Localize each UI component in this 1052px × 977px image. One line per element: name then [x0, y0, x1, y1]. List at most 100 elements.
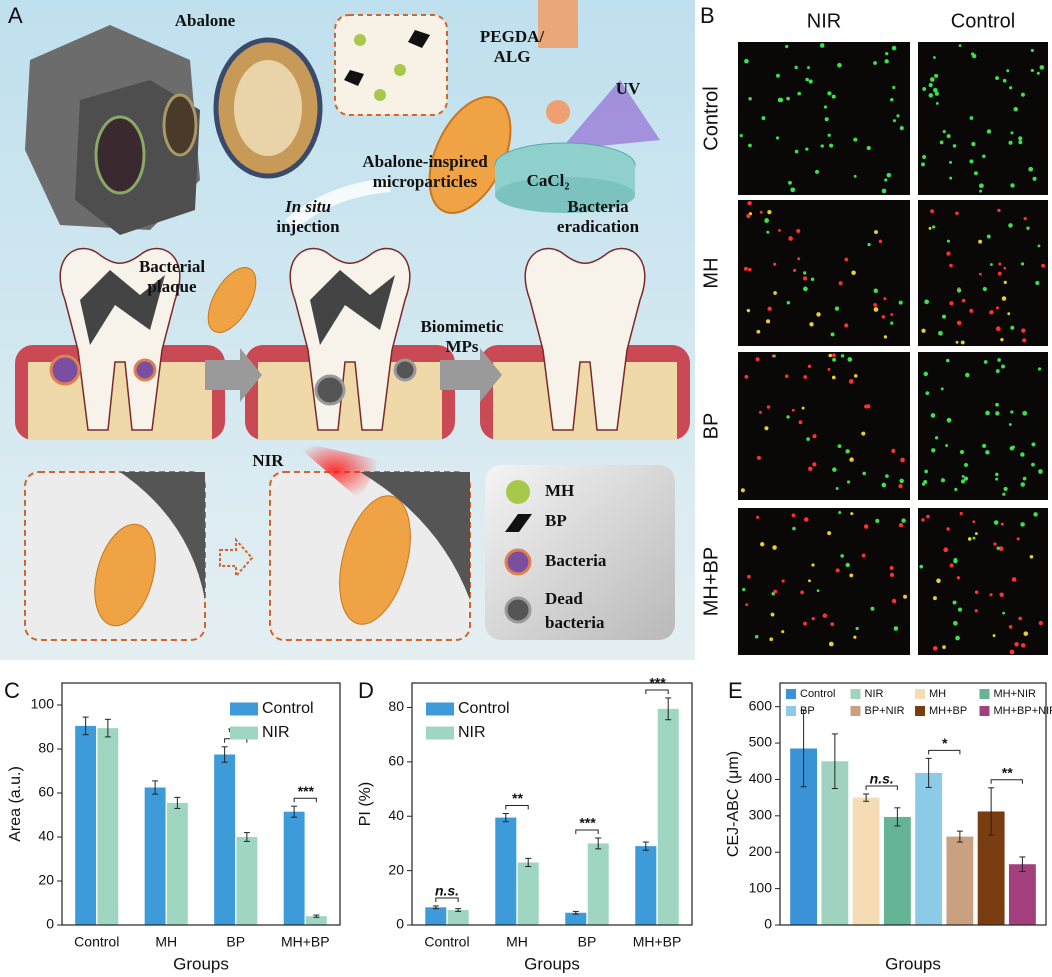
cell [921, 518, 925, 522]
cell [1033, 512, 1038, 517]
cell [838, 511, 842, 515]
cell [873, 303, 878, 307]
cell [889, 572, 895, 578]
cell [955, 340, 959, 344]
row-label: MH+BP [700, 547, 722, 616]
cell [808, 79, 813, 84]
cell [812, 434, 817, 439]
cell [883, 335, 888, 339]
cell [919, 564, 924, 569]
significance-label: * [942, 735, 948, 751]
x-tick-label: MH+BP [633, 934, 682, 950]
cell [809, 322, 814, 327]
y-tick-label: 0 [764, 916, 772, 932]
x-tick-label: Control [74, 934, 119, 950]
legend-bp [505, 514, 532, 532]
microparticle [94, 523, 156, 627]
cell [837, 444, 842, 449]
cell [892, 85, 896, 90]
mh-particle [374, 89, 386, 101]
diagram-label: Bacteria [567, 197, 629, 216]
cell [827, 133, 831, 137]
cell [772, 354, 776, 358]
cell [1020, 522, 1025, 527]
cell [739, 134, 743, 138]
cell [1020, 643, 1026, 648]
x-tick-label: BP [226, 934, 245, 950]
legend-swatch [915, 689, 925, 699]
cell [903, 594, 908, 599]
cell [946, 417, 952, 423]
cell [849, 573, 854, 578]
cell [930, 77, 935, 82]
cell [775, 136, 780, 140]
cell [985, 410, 990, 416]
cell [853, 174, 857, 178]
cell [832, 467, 837, 472]
cell [742, 587, 746, 592]
significance-bracket [645, 689, 669, 694]
panel-label: E [728, 678, 743, 703]
cell [884, 59, 889, 64]
cell [985, 450, 990, 455]
cell [995, 326, 1001, 332]
dead-bacteria [393, 358, 417, 382]
cell [873, 307, 879, 312]
cell [1038, 620, 1043, 626]
row-label: MH [700, 257, 722, 288]
cell [928, 93, 934, 98]
legend-label: MH+NIR [994, 688, 1037, 700]
cell [891, 448, 896, 453]
cell [961, 298, 966, 303]
cell [853, 374, 858, 378]
cell [956, 320, 962, 326]
cell [790, 187, 796, 193]
cell [845, 449, 850, 454]
micrograph [738, 352, 910, 500]
cell [956, 576, 961, 580]
cell [1037, 367, 1042, 371]
column-label: Control [951, 10, 1015, 32]
bar [214, 754, 236, 925]
cell [928, 226, 932, 230]
significance-label: *** [579, 815, 596, 831]
cell [807, 364, 812, 368]
cell [1002, 492, 1006, 496]
bar [97, 728, 119, 925]
cell [982, 443, 987, 449]
cell [946, 239, 951, 243]
cell [767, 306, 772, 311]
cell [939, 140, 944, 145]
bp-flake [344, 70, 364, 86]
cell [830, 332, 835, 337]
cell [995, 472, 999, 477]
cell [778, 228, 781, 232]
x-axis-label: Groups [524, 954, 580, 973]
y-tick-label: 600 [749, 697, 773, 713]
diagram-label: CaCl₂ [527, 171, 570, 190]
cell [747, 574, 751, 579]
cell [800, 590, 805, 595]
cell [828, 353, 833, 358]
micrograph [918, 352, 1048, 500]
cell [798, 420, 803, 425]
cell [885, 474, 889, 478]
cell [945, 444, 949, 448]
cell [824, 117, 829, 122]
cell [983, 360, 988, 364]
cell [1008, 140, 1013, 145]
bar [495, 817, 517, 925]
cell [954, 487, 958, 492]
cell [848, 379, 854, 384]
cell [740, 488, 745, 493]
cell [884, 178, 888, 182]
cell [898, 300, 903, 305]
cell [792, 526, 796, 531]
bacteria [133, 358, 157, 382]
cell [807, 66, 811, 70]
significance-bracket [505, 805, 529, 810]
cell [1003, 280, 1007, 285]
cell [1016, 537, 1020, 541]
cell [967, 537, 972, 541]
cell [831, 94, 836, 99]
